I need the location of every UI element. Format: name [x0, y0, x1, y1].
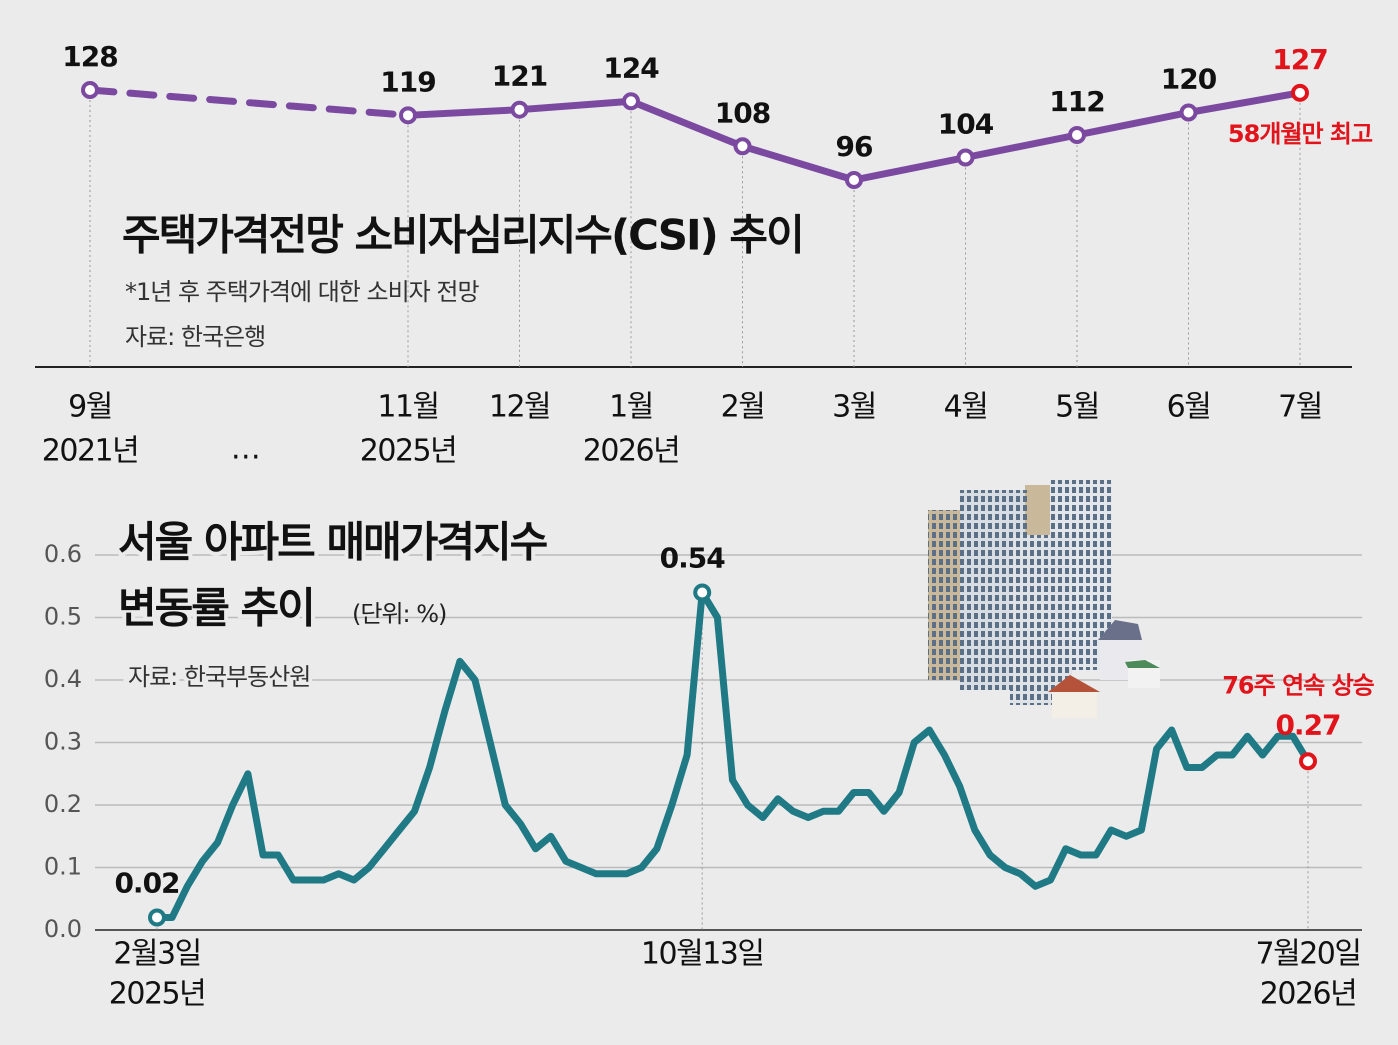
value-label: 96: [836, 130, 873, 163]
point: [81, 81, 99, 99]
line-segment: [962, 131, 1081, 161]
line-segment: [739, 142, 858, 184]
point: [510, 100, 529, 119]
x-tick-label: 5월: [1055, 390, 1099, 425]
value-label: 128: [62, 40, 117, 73]
x-tick-label: 9월: [68, 390, 112, 425]
x-tick-label: 12월: [489, 390, 550, 425]
point: [622, 92, 640, 111]
value-label: 0.27: [1275, 708, 1340, 741]
line-segment: [850, 154, 969, 184]
y-tick-label: 0.4: [44, 665, 82, 693]
x-tick-label: 10월13일: [641, 937, 764, 972]
year-label: 2026년: [1260, 977, 1356, 1012]
x-tick-label: 3월: [832, 390, 876, 425]
point: [693, 583, 712, 602]
point: [1179, 103, 1198, 122]
y-tick-label: 0.6: [44, 540, 82, 568]
value-label: 104: [938, 108, 994, 141]
x-tick-label: 7월20일: [1256, 937, 1361, 972]
x-tick-label: 6월: [1167, 390, 1211, 425]
value-label: 112: [1049, 85, 1104, 118]
point: [1068, 126, 1086, 144]
point: [399, 106, 417, 125]
chart-title: 주택가격전망 소비자심리지수(CSI) 추이: [122, 211, 803, 260]
source: 자료: 한국부동산원: [128, 663, 310, 691]
value-label: 124: [603, 51, 659, 84]
line-segment: [1185, 89, 1304, 116]
year-label: 2025년: [109, 977, 205, 1012]
chart-title: 변동률 추이: [118, 584, 314, 633]
x-tick-label: 2월3일: [113, 937, 200, 972]
line-segment: [627, 97, 746, 150]
y-tick-label: 0.1: [44, 853, 82, 881]
y-tick-label: 0.2: [44, 790, 82, 818]
line-segment: [1073, 109, 1192, 139]
value-label: 120: [1161, 63, 1217, 96]
x-tick-label: 2월: [721, 390, 765, 425]
source: 자료: 한국은행: [125, 323, 265, 351]
value-label: 121: [492, 60, 547, 93]
point: [1291, 83, 1309, 102]
annotation: 76주 연속 상승: [1222, 671, 1374, 699]
value-label: 0.02: [114, 867, 179, 900]
y-tick-label: 0.3: [44, 728, 82, 756]
point: [1299, 752, 1317, 771]
gap-label: …: [231, 432, 260, 467]
x-tick-label: 4월: [944, 390, 988, 425]
year-label: 2025년: [360, 434, 456, 469]
x-tick-label: 11월: [377, 390, 438, 425]
data-line: [153, 589, 1312, 921]
point: [956, 148, 975, 167]
year-label: 2026년: [583, 434, 679, 469]
x-tick-label: 1월: [609, 390, 653, 425]
x-tick-label: 7월: [1278, 390, 1322, 425]
value-label: 119: [380, 65, 435, 98]
illustration: [928, 480, 1160, 718]
line-segment: [404, 106, 523, 119]
value-label: 108: [715, 96, 770, 129]
y-tick-label: 0.5: [44, 603, 82, 631]
value-label: 127: [1272, 43, 1327, 76]
point: [148, 908, 166, 927]
unit: (단위: %): [352, 600, 446, 628]
annotation: 58개월만 최고: [1228, 120, 1373, 148]
line-segment: [86, 86, 412, 119]
chart-title: 서울 아파트 매매가격지수: [118, 518, 548, 567]
point: [845, 171, 863, 189]
subtitle: *1년 후 주택가격에 대한 소비자 전망: [125, 278, 479, 306]
year-label: 2021년: [42, 434, 138, 469]
value-label: 0.54: [660, 542, 726, 575]
point: [733, 137, 752, 156]
y-tick-label: 0.0: [44, 915, 82, 943]
line-segment: [516, 97, 635, 114]
